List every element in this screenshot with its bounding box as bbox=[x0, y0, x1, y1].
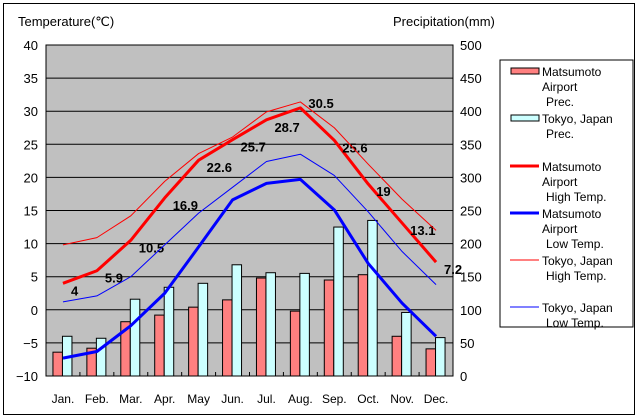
month-label: Aug. bbox=[288, 392, 313, 406]
month-label: Mar. bbox=[119, 392, 142, 406]
legend-label: Matsumoto bbox=[542, 207, 602, 221]
legend-label: Matsumoto bbox=[542, 65, 602, 79]
month-label: Jun. bbox=[221, 392, 244, 406]
right-tick-label: 100 bbox=[460, 303, 482, 318]
temp-line bbox=[62, 153, 437, 303]
precip-bar bbox=[265, 272, 276, 377]
left-tick-label: −10 bbox=[16, 369, 38, 384]
precip-bar bbox=[425, 348, 437, 377]
month-label: Jan. bbox=[52, 392, 75, 406]
month-label: Sep. bbox=[322, 392, 347, 406]
precip-bar bbox=[231, 264, 243, 377]
temp-line bbox=[62, 177, 438, 360]
left-tick-label: 20 bbox=[24, 170, 38, 185]
precip-bar bbox=[289, 310, 301, 377]
precip-bar bbox=[333, 226, 344, 377]
legend-label: Prec. bbox=[546, 95, 574, 109]
data-label: 28.7 bbox=[274, 120, 299, 135]
data-label: 4 bbox=[71, 283, 79, 298]
legend-swatch bbox=[510, 114, 540, 122]
data-label: 19 bbox=[376, 184, 390, 199]
legend-label: Airport bbox=[542, 80, 578, 94]
left-tick-label: 15 bbox=[24, 204, 38, 219]
data-label: 7.2 bbox=[444, 262, 462, 277]
precip-bar bbox=[95, 337, 107, 377]
left-tick-label: 5 bbox=[31, 270, 38, 285]
precip-bar bbox=[357, 274, 369, 377]
right-tick-label: 300 bbox=[460, 170, 482, 185]
data-label: 5.9 bbox=[105, 271, 123, 286]
data-label: 30.5 bbox=[308, 96, 333, 111]
legend-label: Airport bbox=[542, 175, 578, 189]
precip-bar bbox=[299, 272, 310, 377]
legend-label: Tokyo, Japan bbox=[542, 301, 613, 315]
precip-bar bbox=[367, 219, 378, 377]
month-label: May bbox=[187, 392, 210, 406]
legend-label: Low Temp. bbox=[546, 316, 604, 330]
legend-label: Tokyo, Japan bbox=[542, 254, 613, 268]
left-tick-label: 0 bbox=[31, 303, 38, 318]
precip-bar bbox=[197, 282, 209, 377]
data-label: 16.9 bbox=[173, 198, 198, 213]
month-label: Jul. bbox=[257, 392, 276, 406]
precip-bar bbox=[255, 277, 267, 377]
right-tick-label: 0 bbox=[460, 369, 467, 384]
precip-bar bbox=[154, 314, 165, 377]
legend-label: Prec. bbox=[546, 127, 574, 141]
right-tick-label: 250 bbox=[460, 204, 482, 219]
legend-label: Tokyo, Japan bbox=[542, 112, 613, 126]
month-label: Feb. bbox=[85, 392, 109, 406]
right-tick-label: 350 bbox=[460, 137, 482, 152]
precip-bar bbox=[222, 299, 233, 377]
right-tick-label: 200 bbox=[460, 237, 482, 252]
data-label: 13.1 bbox=[410, 223, 435, 238]
left-tick-label: 40 bbox=[24, 38, 38, 53]
data-label: 22.6 bbox=[207, 160, 232, 175]
chart-frame bbox=[3, 3, 635, 415]
month-label: Dec. bbox=[424, 392, 449, 406]
data-label: 25.7 bbox=[241, 140, 266, 155]
left-tick-label: 35 bbox=[24, 71, 38, 86]
legend-label: High Temp. bbox=[546, 269, 606, 283]
legend-swatch bbox=[510, 67, 540, 75]
month-label: Nov. bbox=[390, 392, 414, 406]
precip-bar bbox=[188, 306, 199, 377]
month-label: Apr. bbox=[154, 392, 175, 406]
legend-label: Airport bbox=[542, 222, 578, 236]
right-tick-label: 500 bbox=[460, 38, 482, 53]
left-tick-label: −5 bbox=[23, 336, 38, 351]
precip-bar bbox=[129, 298, 141, 377]
right-tick-label: 450 bbox=[460, 71, 482, 86]
temp-line bbox=[62, 106, 438, 285]
right-tick-label: 150 bbox=[460, 270, 482, 285]
precip-bar bbox=[163, 286, 175, 377]
legend-box bbox=[499, 59, 634, 328]
right-axis-title: Precipitation(mm) bbox=[393, 14, 495, 29]
data-label: 25.6 bbox=[342, 140, 367, 155]
right-tick-label: 50 bbox=[460, 336, 474, 351]
right-tick-label: 400 bbox=[460, 104, 482, 119]
precip-bar bbox=[323, 279, 335, 377]
month-label: Oct. bbox=[357, 392, 379, 406]
precip-bar bbox=[435, 337, 446, 377]
precip-bar bbox=[391, 335, 403, 377]
data-label: 10.5 bbox=[139, 240, 164, 255]
temp-line bbox=[62, 101, 437, 246]
left-tick-label: 10 bbox=[24, 237, 38, 252]
legend-label: Matsumoto bbox=[542, 160, 602, 174]
legend-label: High Temp. bbox=[546, 190, 606, 204]
legend-label: Low Temp. bbox=[546, 237, 604, 251]
left-tick-label: 25 bbox=[24, 137, 38, 152]
left-tick-label: 30 bbox=[24, 104, 38, 119]
left-axis-title: Temperature(℃) bbox=[18, 14, 115, 29]
precip-bar bbox=[52, 351, 63, 377]
precip-bar bbox=[401, 311, 412, 377]
